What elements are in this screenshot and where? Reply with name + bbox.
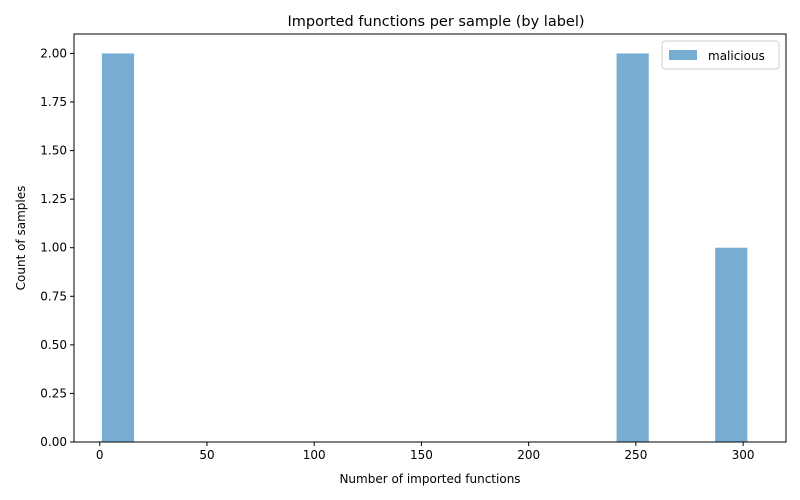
histogram-bar bbox=[715, 247, 748, 442]
chart-title: Imported functions per sample (by label) bbox=[287, 14, 584, 30]
x-tick-label: 300 bbox=[732, 448, 755, 462]
x-tick-label: 100 bbox=[303, 448, 326, 462]
y-tick-label: 1.25 bbox=[40, 192, 67, 206]
x-tick-label: 200 bbox=[517, 448, 540, 462]
y-tick-label: 1.50 bbox=[40, 144, 67, 158]
x-tick-label: 50 bbox=[199, 448, 214, 462]
legend-frame bbox=[661, 40, 780, 70]
y-tick-label: 1.00 bbox=[40, 241, 67, 255]
y-tick-label: 2.00 bbox=[40, 46, 67, 60]
x-tick-label: 150 bbox=[410, 448, 433, 462]
histogram-bar bbox=[101, 53, 135, 443]
legend: malicious bbox=[661, 40, 780, 70]
histogram-bar bbox=[616, 53, 649, 443]
y-tick-label: 1.75 bbox=[40, 95, 67, 109]
y-tick-label: 0.75 bbox=[40, 289, 67, 303]
y-tick-label: 0.25 bbox=[40, 386, 67, 400]
plot-frame bbox=[73, 33, 787, 443]
x-axis: 0 50 100 150 200 250 300 bbox=[96, 442, 755, 462]
y-axis-title: Count of samples bbox=[14, 186, 28, 291]
legend-label-malicious: malicious bbox=[708, 49, 765, 63]
x-tick-label: 0 bbox=[96, 448, 104, 462]
y-tick-label: 0.50 bbox=[40, 338, 67, 352]
y-axis: 0.00 0.25 0.50 0.75 1.00 1.25 1.50 1.75 2.00 bbox=[40, 46, 74, 449]
legend-swatch-malicious bbox=[669, 50, 697, 60]
bars-layer bbox=[101, 53, 748, 443]
x-tick-label: 250 bbox=[624, 448, 647, 462]
x-axis-title: Number of imported functions bbox=[339, 472, 520, 486]
y-tick-label: 0.00 bbox=[40, 435, 67, 449]
